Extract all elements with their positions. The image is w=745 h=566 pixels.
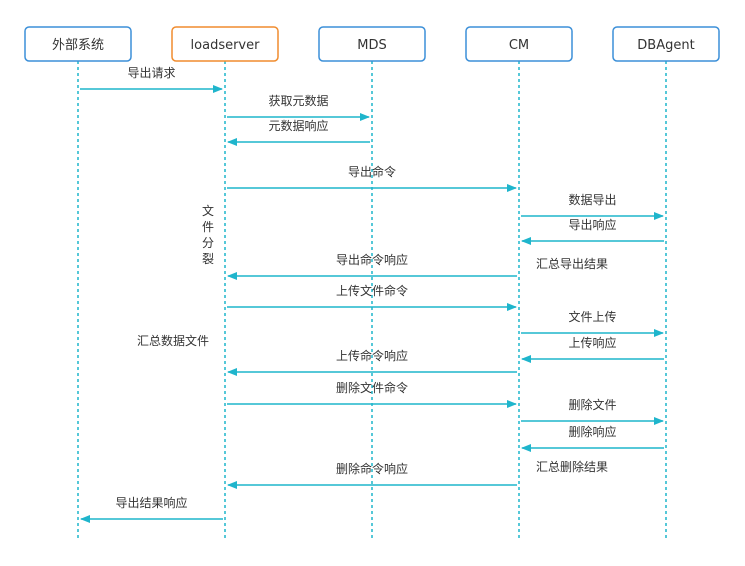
- message-label: 导出命令响应: [336, 252, 408, 267]
- message-arrow: 删除响应: [521, 424, 664, 452]
- message-label: 上传响应: [568, 335, 616, 350]
- note: 汇总导出结果: [536, 257, 608, 271]
- actor-box: [24, 26, 132, 62]
- message-label: 删除文件命令: [336, 380, 408, 395]
- message-label: 数据导出: [568, 192, 616, 207]
- actor-ext: 外部系统: [24, 26, 132, 62]
- note: 汇总删除结果: [536, 459, 608, 474]
- actor-box: [465, 26, 573, 62]
- message-arrow: 上传文件命令: [227, 283, 517, 311]
- message-label: 导出结果响应: [115, 495, 187, 510]
- message-label: 删除文件: [568, 397, 616, 412]
- message-arrow: 数据导出: [521, 192, 664, 220]
- message-arrow: 导出命令响应: [227, 252, 517, 280]
- message-arrow: 删除文件: [521, 397, 664, 425]
- message-arrow: 导出结果响应: [80, 495, 223, 523]
- actor-mds: MDS: [318, 26, 426, 62]
- message-arrow: 导出响应: [521, 217, 664, 245]
- message-arrow: 上传响应: [521, 335, 664, 363]
- message-label: 导出命令: [348, 164, 396, 179]
- actor-box: [318, 26, 426, 62]
- actor-box: [612, 26, 720, 62]
- message-label: 文件上传: [568, 309, 616, 324]
- message-label: 删除响应: [568, 424, 616, 439]
- message-arrow: 获取元数据: [227, 93, 370, 121]
- actor-label: DBAgent: [637, 38, 694, 53]
- message-label: 上传命令响应: [336, 348, 408, 363]
- message-arrow: 元数据响应: [227, 118, 370, 146]
- message-arrow: 删除文件命令: [227, 380, 517, 408]
- actor-box: [171, 26, 279, 62]
- message-label: 导出请求: [127, 66, 175, 80]
- note-vertical: 文件分裂: [202, 203, 214, 266]
- message-arrow: 上传命令响应: [227, 348, 517, 376]
- message-arrow: 删除命令响应: [227, 461, 517, 489]
- actor-ls: loadserver: [171, 26, 279, 62]
- note: 汇总数据文件: [137, 333, 209, 348]
- actor-label: loadserver: [191, 38, 261, 53]
- actor-dba: DBAgent: [612, 26, 720, 62]
- actor-label: 外部系统: [52, 38, 104, 53]
- actor-label: CM: [509, 38, 529, 53]
- actor-cm: CM: [465, 26, 573, 62]
- message-label: 获取元数据: [268, 93, 328, 108]
- message-label: 上传文件命令: [336, 283, 408, 298]
- message-label: 导出响应: [568, 217, 616, 232]
- message-label: 删除命令响应: [336, 461, 408, 476]
- message-arrow: 导出请求: [80, 66, 223, 93]
- actor-label: MDS: [357, 38, 386, 53]
- message-label: 元数据响应: [268, 118, 328, 133]
- message-arrow: 导出命令: [227, 164, 517, 192]
- message-arrow: 文件上传: [521, 309, 664, 337]
